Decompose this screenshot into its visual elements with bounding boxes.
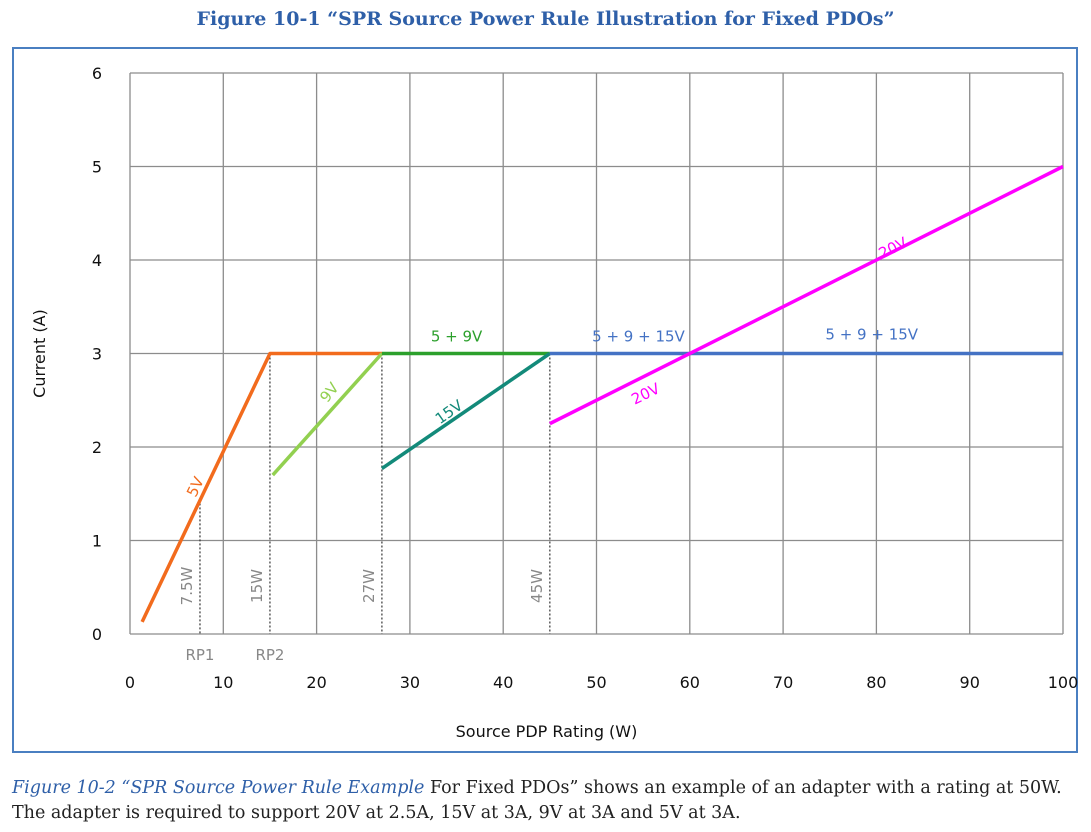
x-tick-label-3: 30	[400, 673, 420, 692]
series-line-5	[549, 164, 1064, 426]
y-tick-label-0: 0	[92, 625, 102, 644]
chart-frame	[12, 47, 1078, 753]
y-tick-label-6: 6	[92, 64, 102, 83]
y-tick-label-2: 2	[92, 438, 102, 457]
series-line-0	[140, 351, 382, 623]
figure-title: Figure 10-1 “SPR Source Power Rule Illus…	[196, 8, 895, 30]
x-tick-label-4: 40	[493, 673, 513, 692]
x-tick-label-5: 50	[586, 673, 606, 692]
x-tick-label-2: 20	[306, 673, 326, 692]
y-tick-label-4: 4	[92, 251, 102, 270]
x-tick-label-7: 70	[773, 673, 793, 692]
caption-text: For Fixed PDOs” shows an example of an a…	[12, 778, 1062, 823]
marker-label-1: 15W	[248, 569, 266, 603]
x-axis-label: Source PDP Rating (W)	[456, 722, 638, 741]
marker-label-3: 45W	[528, 569, 546, 603]
chart: 0 10 20 30 40 50 60 70 80 90 100 0 1 2 3 4 5 6 Source PDP …	[30, 64, 1079, 741]
line-label-6: 20V	[876, 233, 911, 262]
x-tick-label-10: 100	[1048, 673, 1079, 692]
line-label-4: 5 + 9 + 15V	[592, 327, 685, 345]
caption-emphasis: Figure 10-2 “SPR Source Power Rule Examp…	[12, 778, 425, 798]
y-tick-label-3: 3	[92, 345, 102, 364]
x-tick-label-8: 80	[866, 673, 886, 692]
marker-label-0: 7.5W	[178, 566, 196, 605]
line-label-2: 5 + 9V	[431, 327, 483, 345]
x-tick-label-6: 60	[680, 673, 700, 692]
x-tick-label-9: 90	[960, 673, 980, 692]
x-tick-label-0: 0	[125, 673, 135, 692]
y-axis-label: Current (A)	[30, 309, 49, 398]
y-tick-label-1: 1	[92, 532, 102, 551]
caption: Figure 10-2 “SPR Source Power Rule Examp…	[12, 776, 1078, 826]
x-annotation-1: RP2	[255, 646, 284, 664]
marker-label-2: 27W	[360, 569, 378, 603]
line-label-5: 5 + 9 + 15V	[825, 325, 918, 343]
x-tick-label-1: 10	[213, 673, 233, 692]
series-line-3	[380, 352, 551, 470]
y-tick-label-5: 5	[92, 158, 102, 177]
line-label-0: 5V	[183, 473, 208, 499]
series-line-1	[271, 352, 384, 477]
x-annotation-0: RP1	[185, 646, 214, 664]
